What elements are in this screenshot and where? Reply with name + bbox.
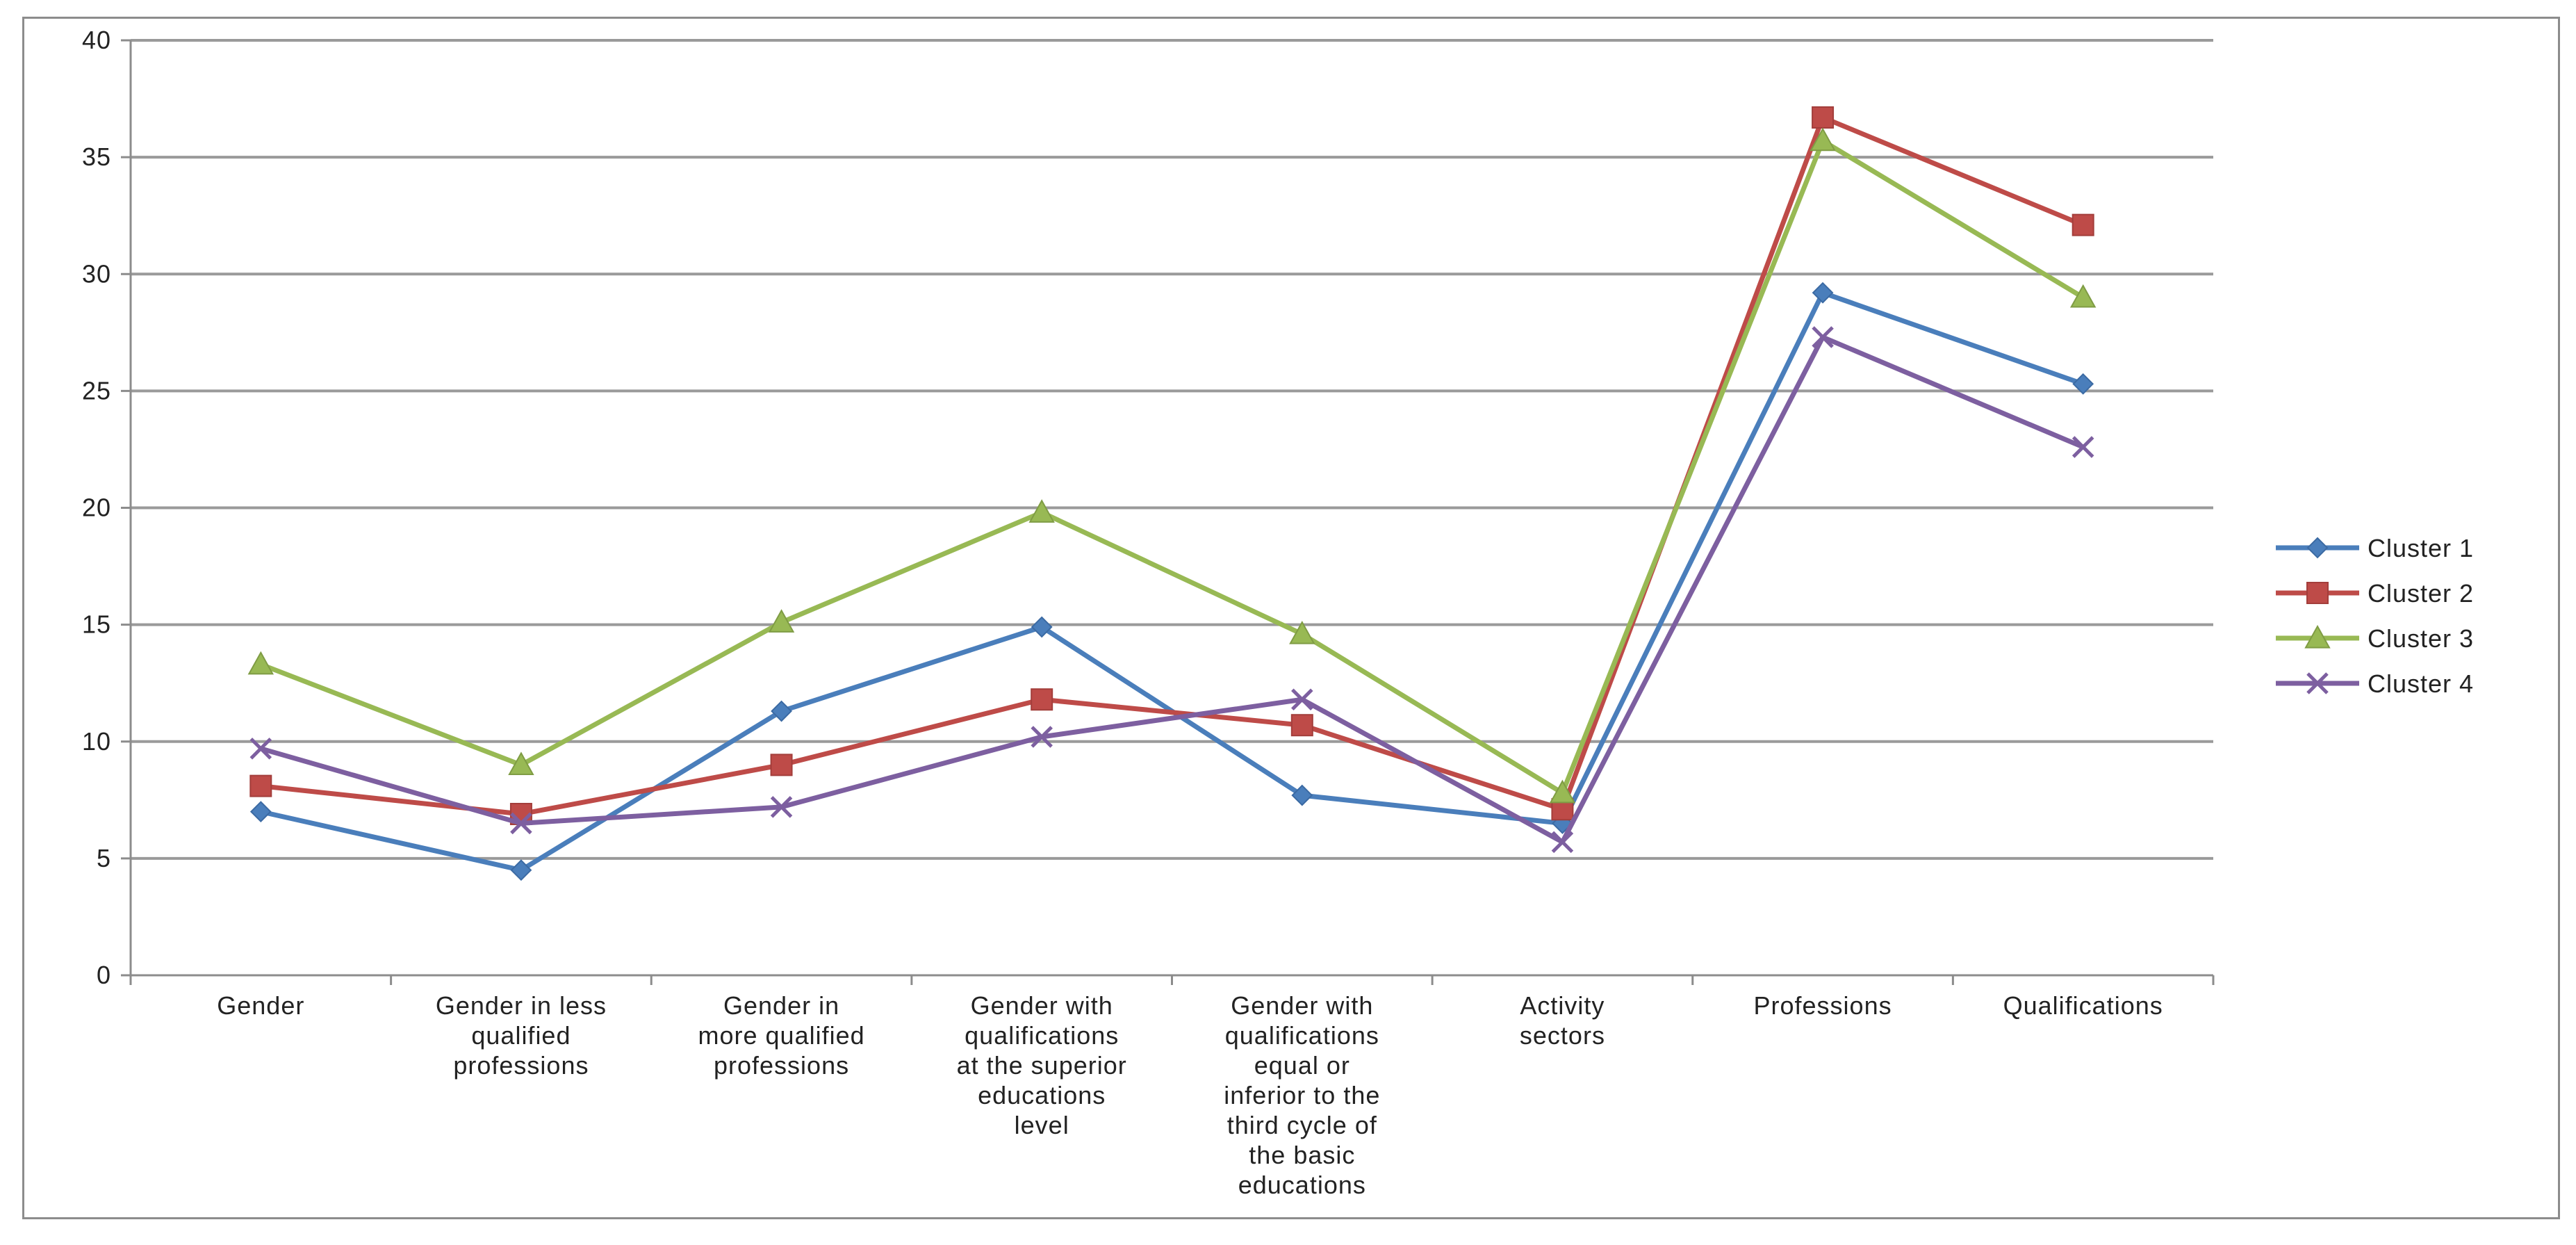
data-point: [1031, 688, 1053, 711]
y-tick-label: 15: [82, 610, 111, 639]
y-tick-label: 20: [82, 494, 111, 522]
legend-item: Cluster 3: [2276, 624, 2474, 653]
data-point: [2072, 373, 2094, 395]
series-2: [249, 106, 2094, 825]
y-tick-label: 10: [82, 727, 111, 756]
data-point: [1289, 621, 1315, 644]
data-point: [2069, 284, 2097, 308]
series-4: [249, 326, 2094, 854]
data-point: [1290, 714, 1313, 737]
data-point: [510, 859, 532, 881]
x-tick-label: Gender: [217, 991, 304, 1020]
data-point: [249, 738, 272, 760]
series-line: [258, 138, 2086, 796]
legend-label: Cluster 2: [2368, 579, 2474, 608]
data-point: [1812, 282, 1834, 304]
data-point: [1291, 688, 1313, 710]
x-tick-label: Professions: [1754, 991, 1892, 1020]
x-tick-label: Activity sectors: [1520, 991, 1605, 1050]
y-tick-label: 40: [82, 26, 111, 54]
legend-item: Cluster 1: [2276, 534, 2474, 562]
y-tick-label: 35: [82, 143, 111, 171]
data-point: [510, 812, 532, 835]
series-line: [258, 334, 2086, 845]
data-point: [1812, 106, 1835, 129]
series-line: [258, 290, 2086, 873]
data-point: [1028, 499, 1055, 523]
legend-item: Cluster 4: [2276, 669, 2474, 698]
gridlines: [121, 39, 2213, 977]
data-point: [1551, 831, 1574, 854]
legend-item: Cluster 2: [2276, 579, 2474, 608]
data-point: [770, 754, 793, 776]
legend: Cluster 1 Cluster 2 Cluster 3 Cluster 4: [2276, 534, 2474, 698]
data-point: [1031, 726, 1053, 748]
legend-marker: [2304, 624, 2331, 649]
y-tick-label: 5: [97, 844, 111, 872]
legend-label: Cluster 3: [2368, 624, 2474, 653]
legend-marker: [2306, 537, 2329, 559]
data-point: [770, 796, 793, 818]
data-point: [249, 774, 272, 797]
y-tick-label: 0: [97, 961, 111, 989]
x-tick-label: Gender in more qualified professions: [698, 991, 865, 1080]
data-point: [249, 801, 272, 823]
data-point: [1549, 779, 1576, 804]
series-1: [249, 282, 2094, 881]
data-point: [1031, 616, 1053, 638]
data-point: [2072, 436, 2094, 458]
data-point: [1812, 326, 1834, 348]
data-point: [1810, 127, 1836, 152]
data-point: [768, 609, 795, 633]
data-point: [508, 751, 534, 775]
data-point: [2072, 213, 2094, 236]
x-tick-label: Qualifications: [2003, 991, 2163, 1020]
data-point: [1291, 784, 1313, 806]
legend-label: Cluster 1: [2368, 534, 2474, 562]
legend-marker: [2306, 582, 2329, 604]
legend-label: Cluster 4: [2368, 669, 2474, 698]
data-point: [247, 651, 274, 675]
x-tick-label: Gender in less qualified professions: [436, 991, 607, 1080]
data-point: [771, 700, 792, 722]
series-3: [247, 127, 2097, 804]
series-line: [258, 115, 2086, 817]
x-tick-label: Gender with qualifications equal or inferio…: [1224, 991, 1380, 1199]
y-tick-label: 30: [82, 259, 111, 288]
chart-frame: [22, 17, 2560, 1219]
x-tick-label: Gender with qualifications at the superior…: [957, 991, 1127, 1139]
legend-marker: [2306, 672, 2329, 694]
y-tick-label: 25: [82, 376, 111, 405]
